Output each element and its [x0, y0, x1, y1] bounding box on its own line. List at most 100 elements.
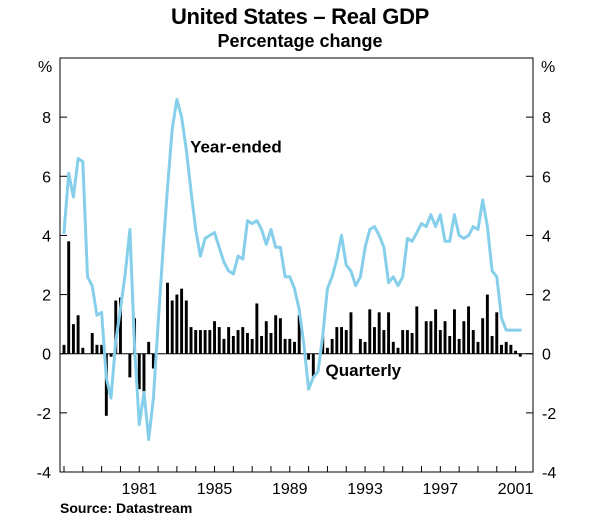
quarterly-bar — [231, 335, 235, 354]
quarterly-bar — [189, 327, 193, 354]
x-tick-label: 1989 — [272, 481, 308, 498]
quarterly-bar — [504, 341, 508, 354]
quarterly-bar — [401, 330, 405, 354]
quarterly-bar — [241, 327, 245, 354]
y-tick-label-right: 6 — [542, 169, 551, 186]
quarterly-bar — [170, 300, 174, 354]
quarterly-bar — [410, 333, 414, 354]
quarterly-bar — [368, 309, 372, 354]
annotation-label: Year-ended — [190, 138, 282, 157]
quarterly-bar — [443, 321, 447, 354]
y-tick-label-right: 8 — [542, 110, 551, 127]
quarterly-bar — [246, 333, 249, 354]
quarterly-bar — [509, 344, 513, 354]
quarterly-bar — [90, 333, 94, 354]
y-tick-label-right: 2 — [542, 288, 551, 305]
quarterly-bar — [67, 241, 71, 354]
y-tick-label-right: 0 — [542, 347, 551, 364]
x-tick-label: 1993 — [347, 481, 383, 498]
y-tick-label-right: -4 — [542, 465, 556, 482]
quarterly-bar — [250, 338, 254, 354]
quarterly-bar — [175, 294, 179, 354]
quarterly-bar — [387, 312, 391, 354]
quarterly-bar — [95, 344, 99, 354]
quarterly-bar — [415, 306, 419, 354]
y-tick-label-left: -4 — [37, 465, 51, 482]
plot-frame — [59, 57, 534, 473]
quarterly-bar — [109, 353, 113, 357]
quarterly-bar — [363, 341, 367, 354]
x-tick-label: 1997 — [423, 481, 459, 498]
y-tick-label-left: 8 — [42, 110, 51, 127]
quarterly-bar — [62, 344, 66, 354]
y-unit-left: % — [38, 59, 52, 76]
quarterly-bar — [495, 312, 499, 354]
quarterly-bar — [217, 327, 221, 354]
x-tick-label: 2001 — [498, 481, 534, 498]
quarterly-bar — [222, 338, 226, 354]
quarterly-bar — [448, 335, 452, 354]
quarterly-bar — [227, 327, 231, 354]
quarterly-bar — [288, 338, 292, 354]
y-tick-label-left: 2 — [42, 288, 51, 305]
quarterly-bar — [471, 330, 475, 354]
chart-title: United States – Real GDP — [170, 4, 430, 29]
quarterly-bar — [264, 321, 268, 354]
quarterly-bar — [391, 341, 395, 354]
quarterly-bar — [405, 330, 409, 354]
quarterly-bar — [203, 330, 207, 354]
quarterly-bar — [344, 330, 348, 354]
quarterly-bar — [260, 335, 264, 354]
quarterly-bar — [100, 344, 104, 354]
quarterly-bar — [151, 353, 155, 369]
quarterly-bar — [147, 341, 151, 354]
quarterly-bar — [269, 333, 273, 354]
quarterly-bar — [462, 321, 466, 354]
quarterly-bar — [349, 312, 353, 354]
y-tick-label-right: 4 — [542, 228, 551, 245]
quarterly-bar — [335, 327, 339, 354]
quarterly-bar — [485, 294, 489, 354]
x-tick-label: 1981 — [121, 481, 157, 498]
quarterly-bar — [208, 330, 212, 354]
quarterly-bar — [467, 306, 471, 354]
quarterly-bar — [137, 353, 141, 390]
quarterly-bar — [81, 347, 85, 354]
annotations: Year-ended Quarterly — [190, 138, 402, 380]
y-tick-label-left: 6 — [42, 169, 51, 186]
quarterly-bar — [297, 315, 301, 354]
y-tick-label-left: 0 — [42, 347, 51, 364]
quarterly-bar — [429, 321, 433, 354]
quarterly-bar — [382, 330, 386, 354]
year-ended-line — [62, 97, 522, 441]
quarterly-bar — [213, 321, 216, 354]
quarterly-bar — [114, 300, 118, 354]
quarterly-bar — [278, 318, 282, 354]
y-tick-label-left: 4 — [42, 228, 51, 245]
quarterly-bar — [311, 353, 315, 378]
quarterly-bar — [118, 297, 122, 354]
quarterly-bar — [452, 309, 456, 354]
quarterly-bar — [457, 338, 461, 354]
quarterly-bar — [514, 350, 518, 354]
quarterly-bar — [166, 282, 169, 354]
quarterly-bar — [325, 347, 329, 354]
source-note: Source: Datastream — [60, 500, 193, 516]
annotation-label: Quarterly — [326, 361, 402, 380]
axis-labels: -4 -4 -2 -2 0 0 2 2 4 4 6 6 8 8% % 1981 1985 1989 1993 1997… — [37, 59, 557, 498]
quarterly-bar — [236, 330, 240, 354]
quarterly-bar — [330, 338, 334, 354]
quarterly-bar — [293, 341, 296, 354]
y-tick-label-right: -2 — [542, 406, 556, 423]
quarterly-bar — [490, 335, 494, 354]
quarterly-bar — [104, 353, 108, 416]
quarterly-bar — [377, 312, 381, 354]
y-tick-label-left: -2 — [37, 406, 51, 423]
quarterly-bar — [184, 300, 188, 354]
quarterly-bar — [76, 315, 80, 354]
quarterly-bar — [194, 330, 198, 354]
quarterly-bar — [142, 353, 146, 393]
quarterly-bar — [373, 327, 376, 354]
quarterly-bar — [307, 353, 311, 360]
